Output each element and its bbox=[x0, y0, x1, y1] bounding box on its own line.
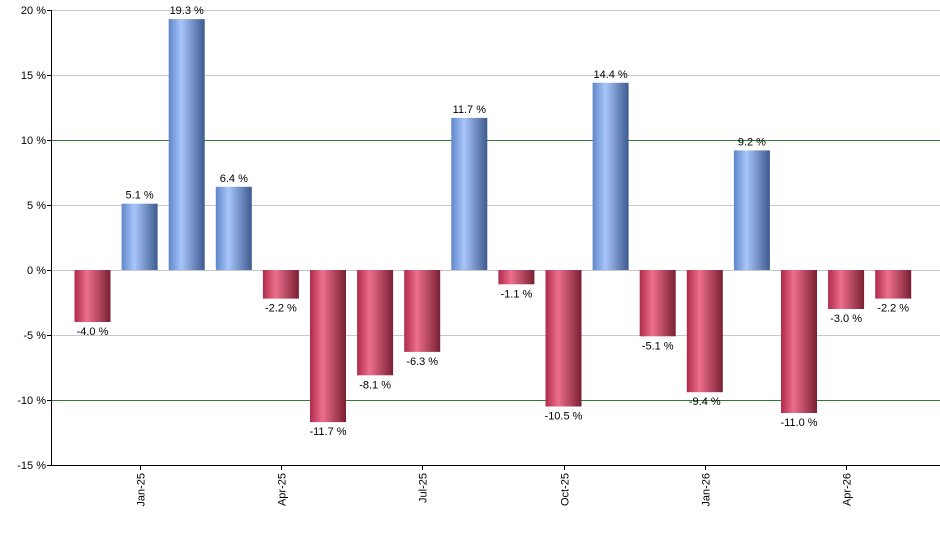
x-tick-label: Apr-26 bbox=[842, 473, 854, 506]
bar-negative bbox=[262, 270, 299, 299]
y-tick-label: -15 % bbox=[17, 460, 46, 472]
data-label: 14.4 % bbox=[593, 69, 627, 81]
axes: -15 % -10 % -5 % 0 % 5 % 10 % 15 % 20 % Jan-25 Ap… bbox=[17, 5, 940, 507]
bar-positive bbox=[168, 19, 205, 270]
bar-negative bbox=[545, 270, 582, 407]
bar-positive bbox=[592, 82, 629, 270]
x-tick-label: Oct-25 bbox=[560, 473, 572, 506]
bar-negative bbox=[74, 270, 111, 322]
bar-negative bbox=[781, 270, 817, 413]
data-label: 5.1 % bbox=[126, 190, 154, 202]
bar-positive bbox=[121, 203, 158, 270]
data-label: -4.0 % bbox=[77, 326, 109, 338]
y-tick-label: 20 % bbox=[21, 5, 46, 17]
data-label: -11.7 % bbox=[309, 426, 346, 438]
y-tick-label: -10 % bbox=[17, 395, 46, 407]
data-label: 11.7 % bbox=[453, 104, 487, 116]
data-label: -2.2 % bbox=[265, 303, 297, 315]
bar-negative bbox=[357, 270, 394, 376]
bar-negative bbox=[310, 270, 346, 423]
bar-negative bbox=[875, 270, 912, 299]
data-label: 19.3 % bbox=[170, 5, 204, 17]
y-tick-label: 0 % bbox=[27, 265, 46, 277]
bar-positive bbox=[451, 117, 488, 271]
y-tick-label: 15 % bbox=[21, 70, 46, 82]
data-label: -5.1 % bbox=[642, 340, 674, 352]
data-label: -9.4 % bbox=[689, 396, 721, 408]
bar-negative bbox=[498, 270, 535, 285]
data-labels: -4.0 % 5.1 % 19.3 % 6.4 % -2.2 % -11.7 % -8.1 … bbox=[77, 5, 910, 438]
x-tick-label: Jan-26 bbox=[701, 473, 713, 507]
bar-negative bbox=[639, 270, 676, 337]
data-label: 6.4 % bbox=[220, 173, 248, 185]
data-label: -6.3 % bbox=[406, 356, 438, 368]
bar-negative bbox=[404, 270, 441, 352]
x-tick-label: Apr-25 bbox=[277, 473, 289, 506]
y-tick-label: -5 % bbox=[23, 330, 46, 342]
data-label: 9.2 % bbox=[738, 136, 766, 148]
x-tick-label: Jul-25 bbox=[418, 473, 430, 503]
y-tick-label: 5 % bbox=[27, 200, 46, 212]
bars bbox=[74, 19, 912, 423]
bar-positive bbox=[215, 186, 252, 270]
data-label: -3.0 % bbox=[830, 313, 862, 325]
data-label: -11.0 % bbox=[780, 417, 817, 429]
bar-negative bbox=[828, 270, 865, 309]
y-tick-label: 10 % bbox=[21, 135, 46, 147]
data-label: -2.2 % bbox=[877, 303, 909, 315]
data-label: -1.1 % bbox=[501, 288, 533, 300]
data-label: -8.1 % bbox=[359, 379, 391, 391]
data-label: -10.5 % bbox=[545, 411, 583, 423]
bar-positive bbox=[733, 150, 770, 270]
x-tick-label: Jan-25 bbox=[136, 473, 148, 507]
bar-negative bbox=[686, 270, 723, 393]
